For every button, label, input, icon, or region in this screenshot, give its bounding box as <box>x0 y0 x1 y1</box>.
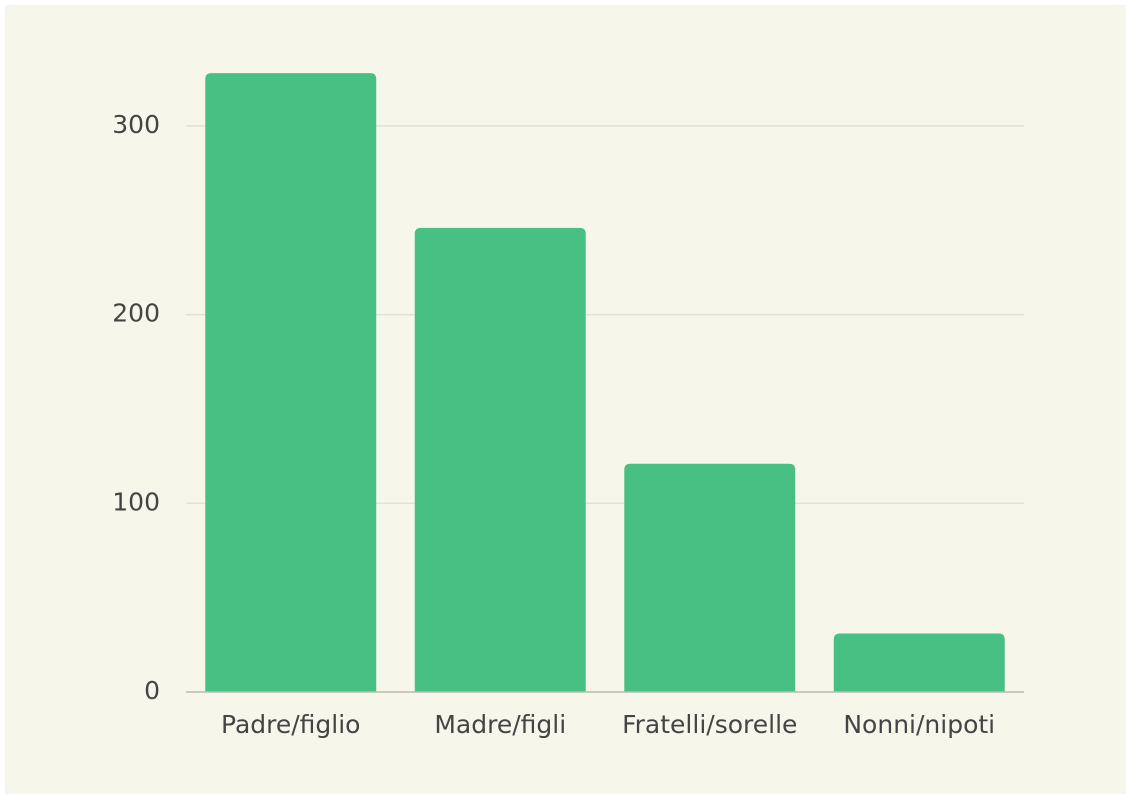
bar <box>414 227 586 692</box>
y-tick-label: 100 <box>112 487 160 516</box>
x-tick-label: Madre/figli <box>434 710 566 739</box>
x-tick-label: Fratelli/sorelle <box>622 710 797 739</box>
bar <box>624 463 796 692</box>
bar <box>205 73 377 692</box>
x-tick-label: Padre/figlio <box>221 710 360 739</box>
y-tick-label: 300 <box>112 110 160 139</box>
bar <box>833 633 1005 692</box>
y-tick-label: 0 <box>144 676 160 705</box>
y-tick-label: 200 <box>112 299 160 328</box>
x-tick-label: Nonni/nipoti <box>843 710 995 739</box>
